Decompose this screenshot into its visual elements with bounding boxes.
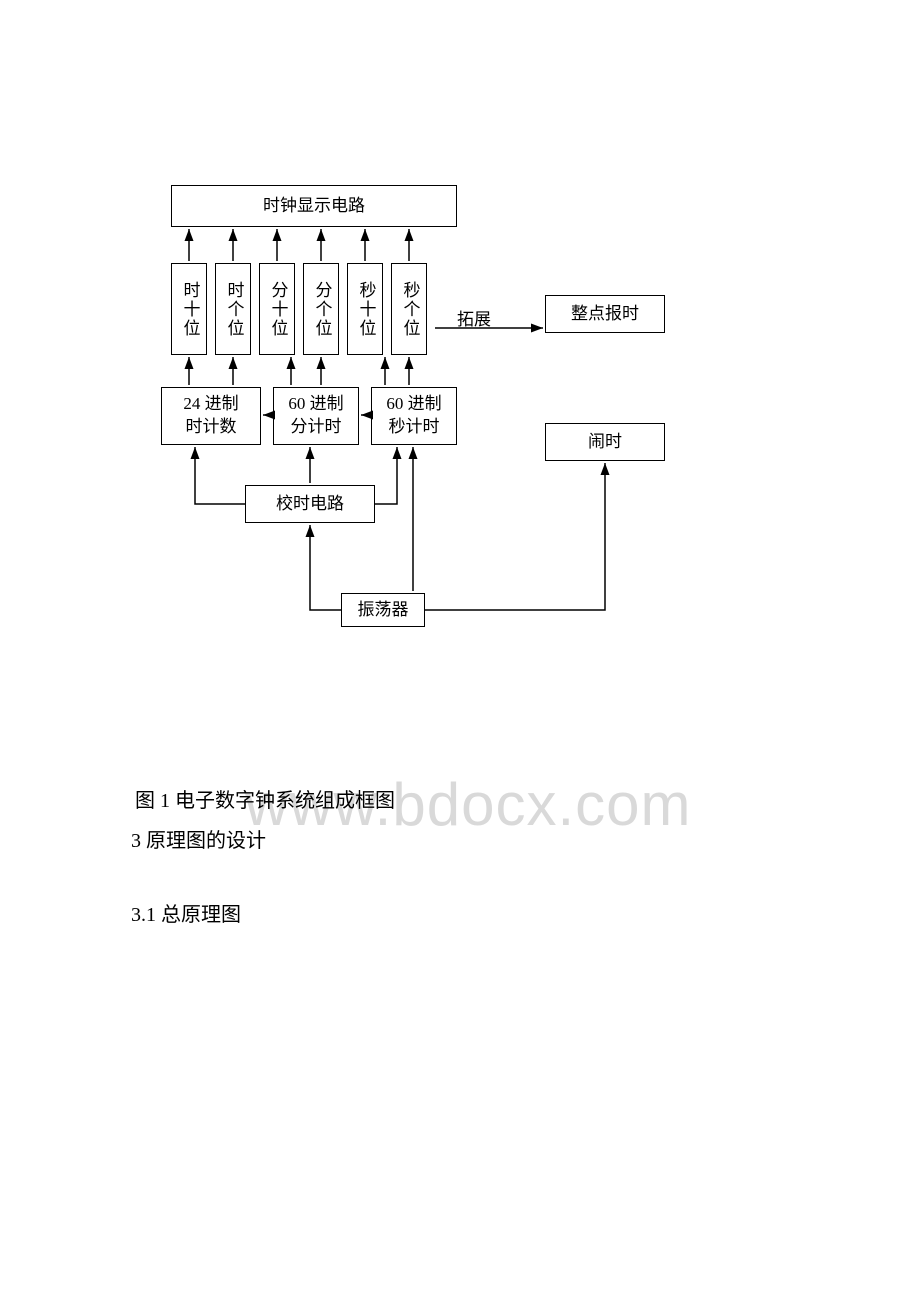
figure-caption: 图 1 电子数字钟系统组成框图 <box>135 782 395 820</box>
section-3-heading: 3 原理图的设计 <box>131 822 266 860</box>
section-3-1-heading: 3.1 总原理图 <box>131 896 241 934</box>
page: www.bdocx.com 时钟显示电路 时十位 时个位 分十位 分个位 秒十位… <box>0 0 920 1302</box>
arrow-layer <box>135 175 695 705</box>
block-diagram: www.bdocx.com 时钟显示电路 时十位 时个位 分十位 分个位 秒十位… <box>135 175 695 705</box>
